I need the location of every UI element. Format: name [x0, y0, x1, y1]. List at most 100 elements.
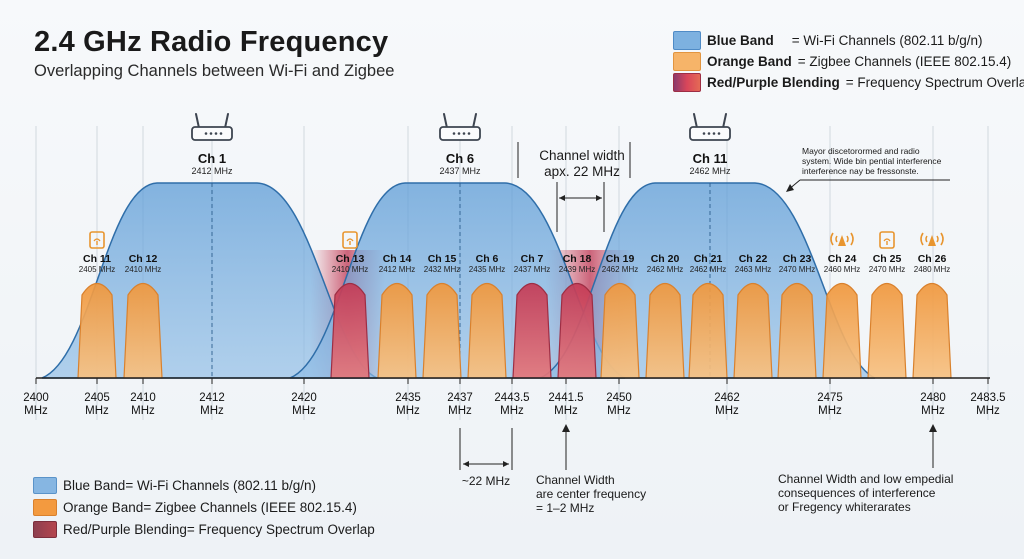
- legend-top: Blue Band = Wi-Fi Channels (802.11 b/g/n…: [673, 30, 1024, 93]
- zigbee-channel-name: Ch 7: [521, 253, 544, 265]
- legend-bottom-overlap-key: Red/Purple Blending: [63, 521, 187, 537]
- zigbee-band: [645, 282, 685, 379]
- wifi-channel-freq: 2462 MHz: [689, 166, 731, 176]
- legend-top-overlap-swatch: [673, 73, 701, 92]
- top-note-line-2: system. Wide bin pential interference: [802, 156, 942, 166]
- zigbee-channel-name: Ch 22: [739, 253, 768, 265]
- legend-top-zigbee-text: = Zigbee Channels (IEEE 802.15.4): [797, 54, 1012, 69]
- legend-top-zigbee: Orange Band = Zigbee Channels (IEEE 802.…: [673, 51, 1024, 72]
- zigbee-channel-name: Ch 14: [383, 253, 412, 265]
- legend-top-overlap-text: = Frequency Spectrum Overlap: [845, 75, 1024, 90]
- legend-bottom-zigbee-text: = Zigbee Channels (IEEE 802.15.4): [143, 499, 357, 515]
- wifi-channel-name: Ch 6: [446, 151, 474, 166]
- bottom-right-arrow-head: [929, 424, 937, 432]
- zigbee-channel-freq: 2435 MHz: [469, 265, 505, 274]
- legend-bottom-overlap-text: = Frequency Spectrum Overlap: [186, 521, 375, 537]
- zigbee-band: [467, 282, 507, 379]
- width22-label: ~22 MHz: [462, 474, 510, 488]
- legend-bottom-wifi: Blue Band = Wi-Fi Channels (802.11 b/g/n…: [33, 474, 375, 496]
- legend-bottom-zigbee-key: Orange Band: [63, 499, 144, 515]
- tick-label: 2400: [23, 392, 49, 404]
- width-arrow-head-right: [596, 195, 602, 201]
- zigbee-channel-name: Ch 6: [476, 253, 499, 265]
- zigbee-channel-freq: 2480 MHz: [914, 265, 950, 274]
- channel-width-annotation: Channel width apx. 22 MHz: [517, 142, 631, 232]
- zigbee-channel-freq: 2412 MHz: [379, 265, 415, 274]
- top-right-note: Mayor discetorormed and radio system. Wi…: [786, 146, 950, 192]
- zigbee-channel-name: Ch 11: [83, 253, 111, 265]
- zigbee-band: [377, 282, 417, 379]
- zigbee-channel-name: Ch 26: [918, 253, 947, 265]
- wifi-channel-freq: 2437 MHz: [439, 166, 481, 176]
- zigbee-channel-freq: 2470 MHz: [869, 265, 905, 274]
- bottom-center-arrow-head: [562, 424, 570, 432]
- page-title: 2.4 GHz Radio Frequency: [34, 26, 389, 58]
- zigbee-band: [600, 282, 640, 379]
- signal-box-icon: [342, 231, 358, 249]
- tick-label: 2410: [130, 392, 156, 404]
- tick-unit: MHz: [554, 405, 578, 417]
- zigbee-band: [330, 282, 370, 379]
- wifi-channel-name: Ch 11: [693, 151, 728, 166]
- legend-top-wifi-key: Blue Band: [707, 33, 774, 48]
- zigbee-band: [912, 282, 952, 379]
- tick-unit: MHz: [131, 405, 155, 417]
- bottom-right-line-2: consequences of interference: [778, 486, 936, 500]
- zigbee-bands: [77, 282, 952, 379]
- axis-ticks: 2400MHz2405MHz2410MHz2412MHz2420MHz2435M…: [23, 378, 1006, 417]
- legend-bottom-wifi-swatch: [33, 476, 57, 494]
- top-note-line-1: Mayor discetorormed and radio: [802, 146, 920, 156]
- zigbee-channel-freq: 2462 MHz: [602, 265, 638, 274]
- width-arrow-head-left: [559, 195, 565, 201]
- router-icon: [689, 113, 731, 141]
- zigbee-band: [77, 282, 117, 379]
- legend-bottom-wifi-key: Blue Band: [63, 477, 126, 493]
- tick-label: 2450: [606, 392, 632, 404]
- zigbee-band: [867, 282, 907, 379]
- top-note-line-3: interference nay be fressonste.: [802, 166, 919, 176]
- tick-label: 2462: [714, 392, 740, 404]
- signal-box-icon: [89, 231, 105, 249]
- zigbee-channel-name: Ch 21: [694, 253, 723, 265]
- router-icon: [191, 113, 233, 141]
- router-icon: [439, 113, 481, 141]
- zigbee-channel-name: Ch 18: [563, 253, 592, 265]
- tick-unit: MHz: [85, 405, 109, 417]
- width22-head-left: [463, 461, 469, 467]
- legend-top-wifi: Blue Band = Wi-Fi Channels (802.11 b/g/n…: [673, 30, 1024, 51]
- tick-unit: MHz: [976, 405, 1000, 417]
- tick-unit: MHz: [200, 405, 224, 417]
- zigbee-channel-name: Ch 24: [828, 253, 857, 265]
- tick-label: 2483.5: [970, 392, 1005, 404]
- tick-label: 2405: [84, 392, 110, 404]
- title-block: 2.4 GHz Radio Frequency Overlapping Chan…: [34, 26, 394, 81]
- tick-unit: MHz: [607, 405, 631, 417]
- tick-unit: MHz: [500, 405, 524, 417]
- signal-box-icon: [879, 231, 895, 249]
- channel-width-label-2: apx. 22 MHz: [544, 164, 620, 179]
- legend-top-wifi-text: = Wi-Fi Channels (802.11 b/g/n): [791, 33, 983, 48]
- zigbee-channel-name: Ch 15: [428, 253, 457, 265]
- zigbee-channel-freq: 2463 MHz: [735, 265, 771, 274]
- legend-top-zigbee-key: Orange Band: [707, 54, 792, 69]
- zigbee-channel-name: Ch 20: [651, 253, 680, 265]
- tick-label: 2437: [447, 392, 473, 404]
- tick-unit: MHz: [292, 405, 316, 417]
- zigbee-channel-name: Ch 25: [873, 253, 902, 265]
- legend-bottom: Blue Band = Wi-Fi Channels (802.11 b/g/n…: [33, 474, 375, 540]
- zigbee-band: [777, 282, 817, 379]
- channel-width-label-1: Channel width: [539, 148, 625, 163]
- zigbee-channel-freq: 2410 MHz: [332, 265, 368, 274]
- bottom-center-line-3: = 1–2 MHz: [536, 501, 594, 515]
- zigbee-channel-freq: 2470 MHz: [779, 265, 815, 274]
- tick-unit: MHz: [448, 405, 472, 417]
- wifi-channel-freq: 2412 MHz: [191, 166, 233, 176]
- zigbee-channel-name: Ch 19: [606, 253, 635, 265]
- bottom-center-annotation: Channel Width are center frequency = 1–2…: [536, 424, 646, 515]
- legend-top-overlap: Red/Purple Blending = Frequency Spectrum…: [673, 72, 1024, 93]
- tick-label: 2441.5: [548, 392, 583, 404]
- zigbee-channel-freq: 2462 MHz: [690, 265, 726, 274]
- zigbee-channel-name: Ch 12: [129, 253, 158, 265]
- tick-unit: MHz: [24, 405, 48, 417]
